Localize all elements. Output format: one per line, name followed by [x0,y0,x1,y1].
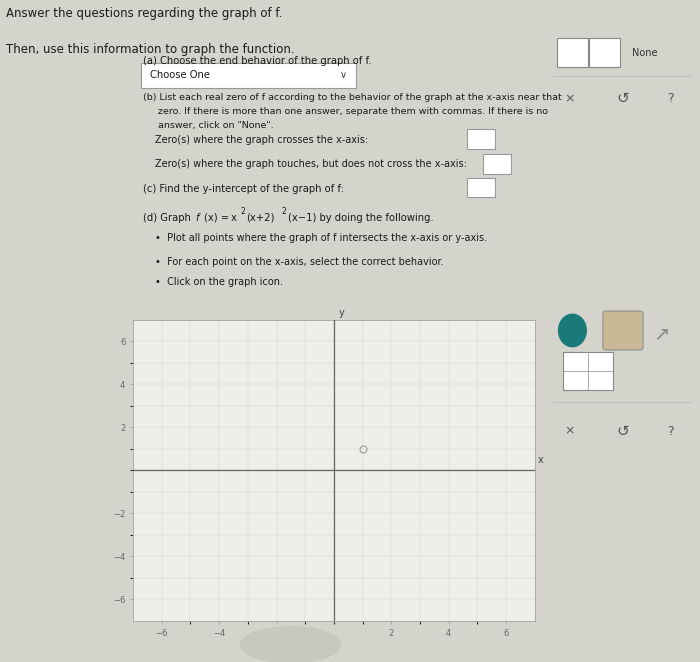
FancyBboxPatch shape [557,38,587,68]
FancyBboxPatch shape [483,154,511,173]
Text: Then, use this information to graph the function.: Then, use this information to graph the … [6,43,295,56]
Text: ?: ? [668,424,674,438]
Text: 2: 2 [282,207,286,216]
Text: answer, click on "None".: answer, click on "None". [143,121,274,130]
Text: (x) =: (x) = [204,213,229,222]
Text: ↗: ↗ [653,324,669,343]
Text: y: y [339,308,345,318]
Text: (x−1) by doing the following.: (x−1) by doing the following. [288,213,433,222]
Text: ↺: ↺ [616,91,629,107]
Text: ×: × [564,93,575,105]
Text: x: x [231,213,237,222]
Text: Zero(s) where the graph touches, but does not cross the x-axis:: Zero(s) where the graph touches, but doe… [155,160,467,169]
Text: (b) List each real zero of f according to the behavior of the graph at the x-axi: (b) List each real zero of f according t… [143,93,562,102]
Text: Answer the questions regarding the graph of f.: Answer the questions regarding the graph… [6,7,283,20]
FancyBboxPatch shape [603,311,643,350]
Text: •  Click on the graph icon.: • Click on the graph icon. [155,277,284,287]
Text: ?: ? [668,93,674,105]
FancyBboxPatch shape [467,177,495,197]
FancyBboxPatch shape [589,38,620,68]
Text: ×: × [564,424,575,438]
Text: (a) Choose the end behavior of the graph of f.: (a) Choose the end behavior of the graph… [143,56,372,66]
FancyBboxPatch shape [141,63,356,87]
Text: None: None [632,48,657,58]
Text: Choose One: Choose One [150,70,210,80]
FancyBboxPatch shape [564,352,613,390]
Text: 2: 2 [240,207,245,216]
Circle shape [559,314,587,347]
Text: zero. If there is more than one answer, separate them with commas. If there is n: zero. If there is more than one answer, … [143,107,548,117]
Text: (d) Graph: (d) Graph [143,213,194,222]
Text: f: f [196,213,200,222]
Text: (c) Find the y-intercept of the graph of f:: (c) Find the y-intercept of the graph of… [143,184,344,194]
Text: ↺: ↺ [616,424,629,438]
Text: •  For each point on the x-axis, select the correct behavior.: • For each point on the x-axis, select t… [155,256,444,267]
Text: Zero(s) where the graph crosses the x-axis:: Zero(s) where the graph crosses the x-ax… [155,135,368,145]
Circle shape [241,627,340,662]
Text: (x+2): (x+2) [246,213,274,222]
Text: ∨: ∨ [340,70,347,80]
Text: •  Plot all points where the graph of f intersects the x-axis or y-axis.: • Plot all points where the graph of f i… [155,233,487,243]
Text: x: x [538,455,543,465]
FancyBboxPatch shape [467,129,495,149]
